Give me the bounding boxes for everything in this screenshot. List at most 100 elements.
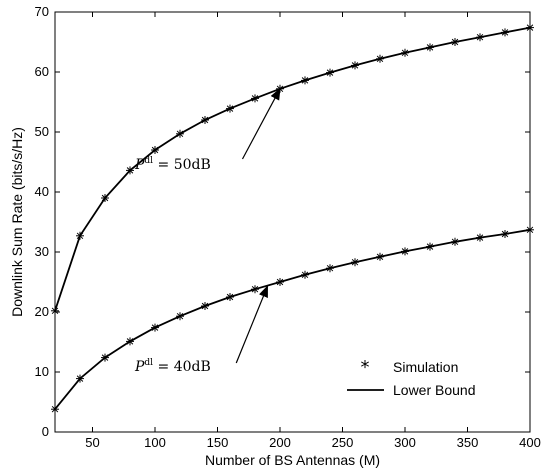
simulation-marker: [251, 94, 259, 103]
marker-stroke: [276, 278, 284, 286]
lower-bound-line-0: [54, 26, 531, 312]
simulation-marker: [326, 264, 334, 273]
marker-stroke: [101, 194, 109, 202]
simulation-marker: [476, 233, 484, 242]
marker-stroke: [301, 271, 309, 279]
x-tick-label: 350: [457, 435, 479, 450]
simulation-marker: [126, 337, 134, 346]
x-tick-label: 400: [519, 435, 541, 450]
simulation-marker: [76, 374, 84, 383]
x-tick-label: 250: [332, 435, 354, 450]
simulation-marker: [51, 306, 59, 315]
simulation-marker: [76, 231, 84, 240]
simulation-marker: [351, 258, 359, 267]
axis-ticks: 50 100 150 200 250 300 350 400 0 10 20 30 40 50 60 70: [35, 4, 541, 450]
marker-stroke: [476, 234, 484, 241]
simulation-marker: [326, 68, 334, 77]
simulation-marker: [426, 43, 434, 52]
marker-stroke: [101, 354, 109, 361]
y-tick-label: 50: [35, 124, 49, 139]
lower-bound-line-1: [54, 228, 531, 410]
marker-stroke: [426, 243, 434, 250]
marker-stroke: [201, 302, 209, 310]
annotation-label-1: Pdl = 40dB: [134, 358, 211, 375]
simulation-marker: [526, 225, 534, 234]
simulation-marker: [301, 270, 309, 279]
simulation-marker: [151, 323, 159, 332]
marker-stroke: [76, 232, 84, 240]
marker-stroke: [176, 130, 184, 138]
x-tick-label: 200: [269, 435, 291, 450]
marker-stroke: [201, 116, 209, 124]
simulation-marker: [201, 302, 209, 310]
simulation-marker: [501, 230, 509, 238]
x-tick-label: 50: [85, 435, 99, 450]
y-tick-label: 10: [35, 364, 49, 379]
simulation-marker: [201, 116, 209, 124]
simulation-marker: [226, 293, 234, 301]
y-tick-label: 0: [42, 424, 49, 439]
marker-stroke: [376, 253, 384, 261]
simulation-marker: [526, 23, 534, 32]
marker-stroke: [301, 77, 309, 84]
y-tick-label: 60: [35, 64, 49, 79]
marker-stroke: [376, 55, 384, 63]
annotation-arrow-0: [241, 87, 281, 160]
marker-stroke: [126, 338, 134, 345]
simulation-marker: [51, 405, 59, 414]
simulation-marker: [151, 146, 159, 154]
y-tick-label: 40: [35, 184, 49, 199]
simulation-marker: [476, 33, 484, 42]
marker-stroke: [176, 312, 184, 320]
x-tick-label: 100: [144, 435, 166, 450]
legend-lower-bound-label: Lower Bound: [393, 382, 476, 398]
simulation-marker: [126, 166, 134, 175]
annotation-arrow-1: [235, 285, 269, 364]
marker-stroke: [326, 264, 334, 272]
marker-stroke: [76, 375, 84, 382]
marker-stroke: [526, 24, 534, 31]
marker-stroke: [151, 146, 159, 154]
marker-stroke: [476, 33, 484, 41]
simulation-marker: [501, 28, 509, 37]
simulation-marker: [101, 353, 109, 362]
simulation-marker: [401, 247, 409, 256]
simulation-marker: [376, 54, 384, 63]
marker-stroke: [151, 324, 159, 331]
x-axis-label: Number of BS Antennas (M): [205, 452, 380, 468]
marker-stroke: [251, 95, 259, 102]
simulation-marker: [401, 48, 409, 57]
y-tick-label: 30: [35, 244, 49, 259]
simulation-marker: [426, 242, 434, 251]
marker-stroke: [351, 258, 359, 266]
marker-stroke: [251, 285, 259, 293]
marker-stroke: [451, 38, 459, 46]
simulation-marker: [251, 285, 259, 294]
y-tick-label: 20: [35, 304, 49, 319]
y-axis-label: Downlink Sum Rate (bits/s/Hz): [9, 127, 25, 317]
y-tick-label: 70: [35, 4, 49, 19]
marker-stroke: [501, 230, 509, 238]
simulation-marker: [376, 252, 384, 261]
marker-stroke: [51, 307, 59, 315]
marker-stroke: [326, 69, 334, 76]
marker-stroke: [501, 29, 509, 36]
legend-box: [333, 350, 503, 406]
marker-stroke: [226, 105, 234, 112]
marker-stroke: [226, 293, 234, 301]
simulation-marker: [451, 38, 459, 46]
legend-simulation-marker: *: [361, 357, 370, 378]
series-layer: [51, 23, 534, 414]
marker-stroke: [351, 62, 359, 69]
marker-stroke: [451, 238, 459, 246]
simulation-marker: [176, 312, 184, 321]
x-tick-label: 300: [394, 435, 416, 450]
marker-stroke: [51, 405, 59, 413]
marker-stroke: [526, 226, 534, 234]
marker-stroke: [126, 167, 134, 174]
legend-simulation-label: Simulation: [393, 359, 458, 375]
marker-stroke: [426, 44, 434, 51]
marker-stroke: [401, 49, 409, 57]
x-tick-label: 150: [207, 435, 229, 450]
